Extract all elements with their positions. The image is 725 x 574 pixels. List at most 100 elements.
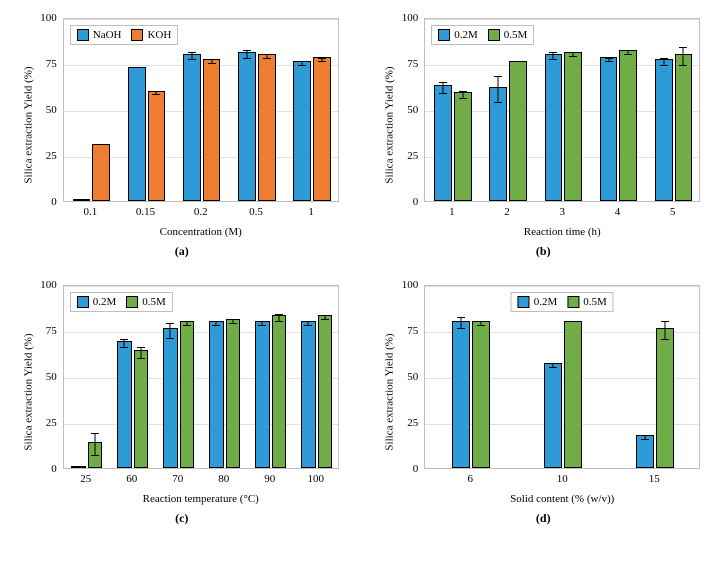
- bar: [452, 321, 470, 468]
- legend-swatch: [567, 296, 579, 308]
- error-bar: [95, 433, 96, 455]
- x-axis-label: Solid content (% (w/v)): [424, 493, 700, 505]
- bar: [71, 466, 86, 468]
- chart-box: 0.2M0.5M0255075100Silica extraction Yiel…: [17, 277, 347, 507]
- legend-label: KOH: [147, 29, 171, 41]
- legend-item: NaOH: [77, 29, 122, 41]
- y-axis-label: Silica extraction Yield (%): [384, 66, 396, 183]
- error-bar: [665, 321, 666, 339]
- bar: [293, 61, 311, 201]
- xtick-label: 6: [468, 473, 474, 485]
- ytick-label: 100: [378, 279, 418, 291]
- ytick-label: 0: [378, 463, 418, 475]
- legend-label: 0.5M: [504, 29, 528, 41]
- error-cap: [152, 94, 160, 95]
- error-cap: [494, 102, 502, 103]
- error-cap: [263, 54, 271, 55]
- error-cap: [549, 52, 557, 53]
- chart-grid: NaOHKOH0255075100Silica extraction Yield…: [10, 10, 715, 526]
- error-cap: [258, 321, 266, 322]
- error-cap: [275, 314, 283, 315]
- error-cap: [120, 347, 128, 348]
- error-cap: [188, 59, 196, 60]
- bar: [209, 321, 224, 468]
- xtick-label: 10: [557, 473, 568, 485]
- error-cap: [679, 47, 687, 48]
- bar: [472, 321, 490, 468]
- bar: [489, 87, 507, 201]
- legend: 0.2M 0.5M: [511, 292, 614, 312]
- error-cap: [258, 325, 266, 326]
- error-cap: [275, 321, 283, 322]
- bar: [636, 435, 654, 468]
- legend-swatch: [77, 29, 89, 41]
- error-cap: [183, 325, 191, 326]
- bar: [656, 328, 674, 468]
- error-cap: [457, 317, 465, 318]
- error-bar: [279, 314, 280, 321]
- legend-swatch: [131, 29, 143, 41]
- error-cap: [229, 323, 237, 324]
- bar: [509, 61, 527, 201]
- xtick-label: 100: [308, 473, 325, 485]
- error-cap: [91, 455, 99, 456]
- ytick-label: 100: [17, 279, 57, 291]
- legend-label: 0.5M: [583, 296, 607, 308]
- gridline: [64, 286, 338, 287]
- error-cap: [91, 433, 99, 434]
- error-cap: [298, 61, 306, 62]
- x-axis-label: Reaction temperature (°C): [63, 493, 339, 505]
- gridline: [425, 286, 699, 287]
- legend: 0.2M0.5M: [70, 292, 173, 312]
- error-cap: [549, 59, 557, 60]
- bar: [544, 363, 562, 468]
- error-cap: [208, 63, 216, 64]
- plot-area: NaOH KOH: [63, 18, 339, 202]
- error-cap: [166, 323, 174, 324]
- error-cap: [459, 91, 467, 92]
- error-cap: [243, 50, 251, 51]
- error-cap: [605, 58, 613, 59]
- subcaption: (b): [536, 244, 551, 259]
- legend-label: 0.2M: [534, 296, 558, 308]
- error-cap: [660, 58, 668, 59]
- error-cap: [549, 367, 557, 368]
- error-cap: [321, 319, 329, 320]
- bar: [272, 315, 287, 468]
- xtick-label: 80: [218, 473, 229, 485]
- subcaption: (d): [536, 511, 551, 526]
- error-cap: [661, 321, 669, 322]
- legend-swatch: [488, 29, 500, 41]
- subcaption: (c): [175, 511, 188, 526]
- error-bar: [553, 52, 554, 59]
- bar: [301, 321, 316, 468]
- legend-label: 0.5M: [142, 296, 166, 308]
- bar: [128, 67, 146, 201]
- xtick-label: 25: [80, 473, 91, 485]
- xtick-label: 0.2: [194, 206, 208, 218]
- xtick-label: 3: [560, 206, 566, 218]
- legend-item: 0.2M: [518, 296, 558, 308]
- legend-item: KOH: [131, 29, 171, 41]
- chart-box: NaOHKOH0255075100Silica extraction Yield…: [17, 10, 347, 240]
- error-bar: [247, 50, 248, 57]
- legend: NaOH KOH: [70, 25, 179, 45]
- ytick-label: 100: [378, 12, 418, 24]
- error-bar: [462, 91, 463, 98]
- legend-swatch: [126, 296, 138, 308]
- error-bar: [683, 47, 684, 65]
- bar: [180, 321, 195, 468]
- x-axis-label: Reaction time (h): [424, 226, 700, 238]
- legend-item: 0.2M: [438, 29, 478, 41]
- error-cap: [243, 58, 251, 59]
- xtick-label: 1: [449, 206, 455, 218]
- bar: [545, 54, 563, 201]
- error-cap: [183, 321, 191, 322]
- error-bar: [124, 339, 125, 346]
- error-cap: [477, 325, 485, 326]
- panel-a: NaOHKOH0255075100Silica extraction Yield…: [10, 10, 354, 259]
- panel-c: 0.2M0.5M0255075100Silica extraction Yiel…: [10, 277, 354, 526]
- error-cap: [459, 98, 467, 99]
- bar: [203, 59, 221, 201]
- error-cap: [439, 93, 447, 94]
